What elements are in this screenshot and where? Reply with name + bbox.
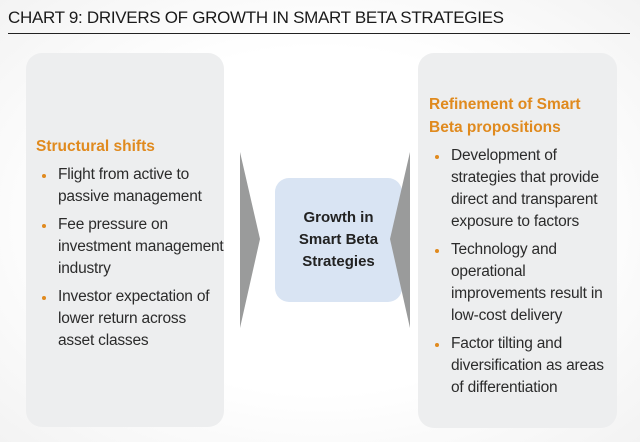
growth-center-box: Growth in Smart Beta Strategies xyxy=(275,178,402,302)
list-item: Fee pressure on investment management in… xyxy=(36,214,224,280)
bullet-list: Development of strategies that provide d… xyxy=(429,145,617,399)
list-item: Technology and operational improvements … xyxy=(429,239,617,327)
list-item: Flight from active to passive management xyxy=(36,164,224,208)
list-item: Development of strategies that provide d… xyxy=(429,145,617,233)
panel-heading: Refinement of Smart Beta propositions xyxy=(429,96,581,136)
panel-heading: Structural shifts xyxy=(36,138,155,155)
center-label: Growth in Smart Beta Strategies xyxy=(298,209,379,270)
refinement-panel: Refinement of Smart Beta propositions De… xyxy=(418,53,617,428)
left-pointing-arrow-icon xyxy=(390,152,410,328)
structural-shifts-panel: Structural shifts Flight from active to … xyxy=(26,53,224,427)
right-pointing-arrow-icon xyxy=(240,152,260,328)
list-item: Investor expectation of lower return acr… xyxy=(36,286,224,352)
list-item: Factor tilting and diversification as ar… xyxy=(429,333,617,399)
chart-title: CHART 9: DRIVERS OF GROWTH IN SMART BETA… xyxy=(8,8,630,34)
bullet-list: Flight from active to passive management… xyxy=(36,164,224,352)
